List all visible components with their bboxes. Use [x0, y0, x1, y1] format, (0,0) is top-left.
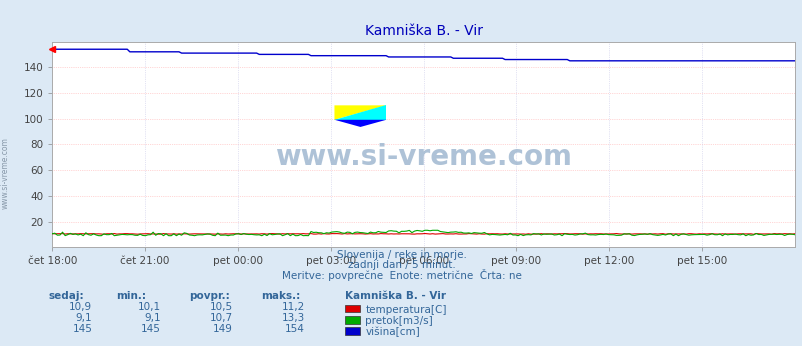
- Text: maks.:: maks.:: [261, 291, 300, 301]
- Text: www.si-vreme.com: www.si-vreme.com: [275, 143, 571, 171]
- Text: 13,3: 13,3: [282, 313, 305, 323]
- Text: 145: 145: [140, 324, 160, 334]
- Text: 10,5: 10,5: [209, 302, 233, 312]
- Polygon shape: [334, 105, 386, 120]
- Text: 9,1: 9,1: [75, 313, 92, 323]
- Polygon shape: [334, 120, 386, 127]
- Text: sedaj:: sedaj:: [48, 291, 83, 301]
- Title: Kamniška B. - Vir: Kamniška B. - Vir: [364, 24, 482, 38]
- Text: 10,1: 10,1: [137, 302, 160, 312]
- Text: povpr.:: povpr.:: [188, 291, 229, 301]
- Text: 154: 154: [285, 324, 305, 334]
- Text: www.si-vreme.com: www.si-vreme.com: [1, 137, 10, 209]
- Text: 11,2: 11,2: [282, 302, 305, 312]
- Text: 149: 149: [213, 324, 233, 334]
- Text: 10,7: 10,7: [209, 313, 233, 323]
- Text: min.:: min.:: [116, 291, 146, 301]
- Polygon shape: [334, 105, 386, 120]
- Text: temperatura[C]: temperatura[C]: [365, 305, 446, 315]
- Text: višina[cm]: višina[cm]: [365, 327, 419, 337]
- Text: Kamniška B. - Vir: Kamniška B. - Vir: [345, 291, 446, 301]
- Text: 9,1: 9,1: [144, 313, 160, 323]
- Text: 10,9: 10,9: [69, 302, 92, 312]
- Text: Meritve: povprečne  Enote: metrične  Črta: ne: Meritve: povprečne Enote: metrične Črta:…: [282, 268, 520, 281]
- Text: Slovenija / reke in morje.: Slovenija / reke in morje.: [336, 250, 466, 260]
- Text: zadnji dan / 5 minut.: zadnji dan / 5 minut.: [347, 260, 455, 270]
- Text: pretok[m3/s]: pretok[m3/s]: [365, 316, 432, 326]
- Text: 145: 145: [72, 324, 92, 334]
